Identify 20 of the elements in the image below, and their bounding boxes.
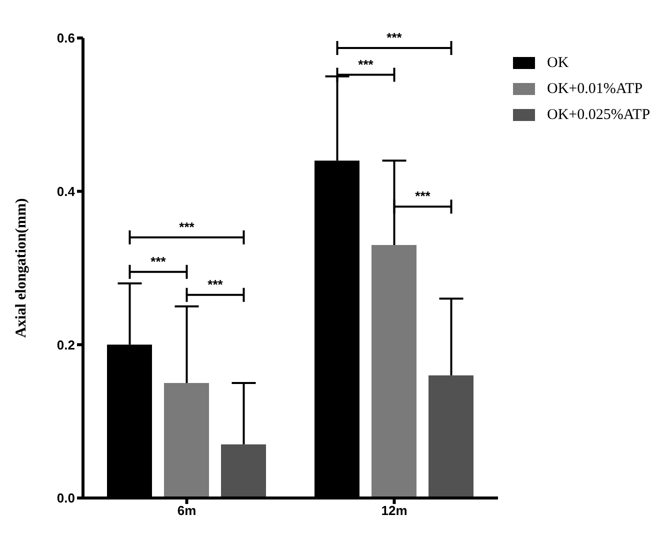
bar [221,444,266,498]
annotation: *** [358,56,374,72]
annotation: *** [386,30,403,45]
x-tick-label: 6m [177,503,196,518]
y-axis-title: Axial elongation(mm) [13,198,30,338]
annotation: *** [150,254,167,269]
x-tick-label: 12m [381,503,408,518]
bar [372,245,416,498]
y-tick-label: 0.6 [56,30,75,46]
legend-label: OK+0.01%ATP [547,80,643,98]
annotation: *** [208,276,224,292]
bar [428,375,474,498]
annotation: *** [179,219,196,234]
legend-label: OK+0.025%ATP [547,106,650,124]
y-tick-label: 0.4 [56,184,76,199]
y-tick-label: 0.2 [56,337,75,352]
annotation: *** [415,188,432,204]
legend-label: OK [547,54,569,72]
bar [164,383,209,498]
y-tick-label: 0.0 [56,490,75,506]
